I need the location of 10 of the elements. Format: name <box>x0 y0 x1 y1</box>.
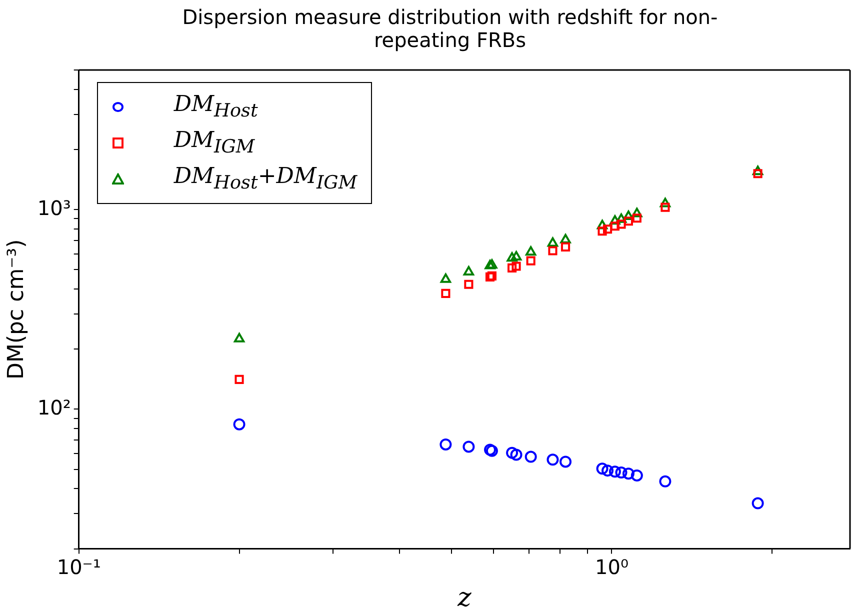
legend-label: DM$_{Host}$+DM$_{IGM}$ <box>174 164 358 194</box>
chart-title: Dispersion measure distribution with redshift for non-repeating FRBs <box>181 5 719 52</box>
y-tick-label: 10³ <box>37 196 71 220</box>
legend-label: DM$_{IGM}$ <box>174 128 255 158</box>
x-axis-title: z <box>456 583 472 614</box>
y-tick-label: 10² <box>37 395 71 420</box>
x-tick-label: 10⁻¹ <box>56 555 101 580</box>
legend-label: DM$_{Host}$ <box>174 92 258 122</box>
y-axis-title: DM(pc cm⁻³) <box>4 239 29 380</box>
x-tick-label: 10⁰ <box>594 555 628 580</box>
